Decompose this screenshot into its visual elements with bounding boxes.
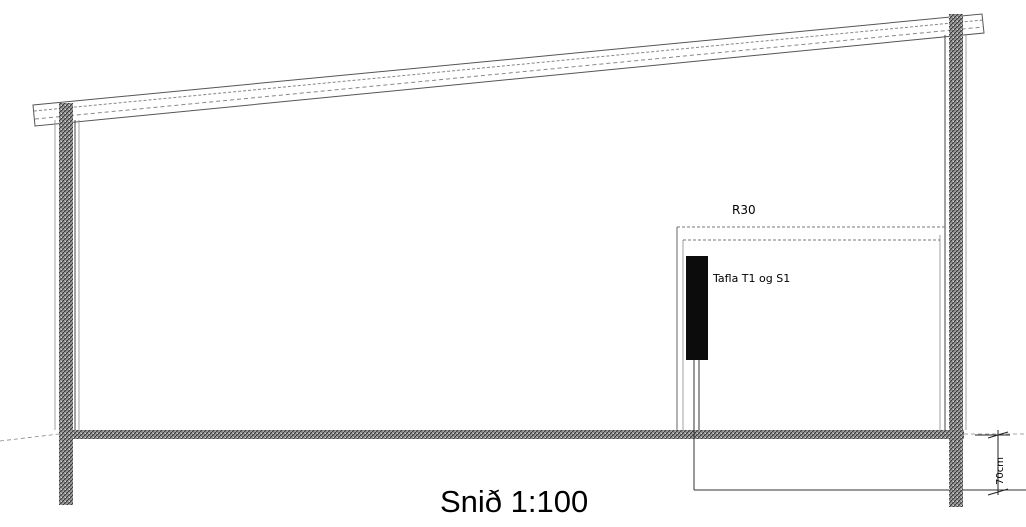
dimension-line xyxy=(975,430,1010,496)
drawing-title: Snið 1:100 xyxy=(440,484,589,519)
cable-line xyxy=(693,360,1026,491)
dimension-label: 70cm xyxy=(995,457,1006,485)
roof-slab xyxy=(32,13,985,127)
lowered-ceiling xyxy=(676,226,945,430)
panel-label: Tafla T1 og S1 xyxy=(712,272,790,285)
electrical-panel xyxy=(686,256,708,360)
floor-slab xyxy=(0,430,1026,442)
right-wall xyxy=(939,14,967,507)
left-wall xyxy=(54,103,80,505)
ceiling-label: R30 xyxy=(732,203,756,217)
